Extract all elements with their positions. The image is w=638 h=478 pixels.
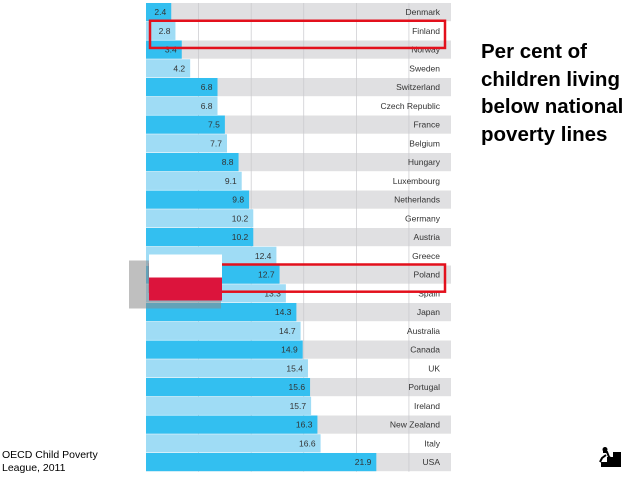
value-label-9: 9.1 (225, 176, 237, 186)
category-label-11: Germany (405, 213, 441, 223)
value-label-22: 16.3 (296, 420, 313, 430)
bar-10 (146, 190, 250, 209)
bar-20 (146, 378, 311, 397)
bar-4 (146, 78, 218, 97)
value-label-2: 3.4 (165, 45, 177, 55)
value-label-16: 14.3 (275, 307, 292, 317)
bar-8 (146, 153, 239, 172)
bar-7 (146, 134, 227, 153)
bar-0 (146, 3, 172, 22)
category-label-2: Norway (411, 45, 441, 55)
value-label-14: 12.7 (258, 270, 275, 280)
category-label-6: France (414, 120, 441, 130)
category-label-21: Ireland (414, 401, 440, 411)
category-label-20: Portugal (408, 382, 440, 392)
value-label-8: 8.8 (222, 157, 234, 167)
bar-3 (146, 59, 191, 78)
category-label-18: Canada (410, 345, 440, 355)
flag-white-stripe (149, 254, 222, 278)
category-label-19: UK (428, 363, 440, 373)
flag-red-stripe (149, 277, 222, 301)
category-label-1: Finland (412, 26, 440, 36)
value-label-5: 6.8 (201, 101, 213, 111)
value-label-1: 2.8 (159, 26, 171, 36)
bar-17 (146, 321, 301, 340)
value-label-6: 7.5 (208, 120, 220, 130)
value-label-19: 15.4 (286, 363, 303, 373)
category-label-0: Denmark (406, 7, 441, 17)
value-label-15: 13.3 (264, 288, 281, 298)
category-label-3: Sweden (409, 63, 440, 73)
track-3 (146, 59, 451, 78)
bar-2 (146, 40, 182, 59)
category-label-24: USA (423, 457, 441, 467)
category-label-12: Austria (414, 232, 441, 242)
track-5 (146, 96, 451, 115)
category-label-9: Luxembourg (393, 176, 441, 186)
value-label-17: 14.7 (279, 326, 296, 336)
value-label-7: 7.7 (210, 138, 222, 148)
category-label-4: Switzerland (396, 82, 440, 92)
bar-9 (146, 171, 242, 190)
value-label-10: 9.8 (232, 195, 244, 205)
value-label-18: 14.9 (281, 345, 298, 355)
slide-title: Per cent of children living below nation… (481, 40, 624, 146)
bar-22 (146, 415, 318, 434)
category-label-16: Japan (417, 307, 440, 317)
bar-19 (146, 359, 308, 378)
category-label-15: Spain (418, 288, 440, 298)
value-label-0: 2.4 (154, 7, 166, 17)
value-label-4: 6.8 (201, 82, 213, 92)
category-label-5: Czech Republic (380, 101, 440, 111)
bar-6 (146, 115, 225, 134)
value-label-11: 10.2 (232, 213, 249, 223)
category-label-22: New Zealand (390, 420, 440, 430)
value-label-21: 15.7 (290, 401, 307, 411)
track-4 (146, 78, 451, 97)
value-label-13: 12.4 (255, 251, 272, 261)
bar-5 (146, 96, 218, 115)
value-label-3: 4.2 (173, 63, 185, 73)
bar-21 (146, 396, 312, 415)
bar-18 (146, 340, 303, 359)
category-label-14: Poland (414, 270, 441, 280)
bar-1 (146, 21, 176, 40)
bar-12 (146, 228, 254, 247)
value-label-20: 15.6 (289, 382, 306, 392)
category-label-7: Belgium (409, 138, 440, 148)
value-label-12: 10.2 (232, 232, 249, 242)
highlight-frame-0 (148, 19, 447, 50)
bar-11 (146, 209, 254, 228)
category-label-8: Hungary (408, 157, 441, 167)
track-2 (146, 40, 451, 59)
value-label-23: 16.6 (299, 438, 316, 448)
category-label-10: Netherlands (394, 195, 440, 205)
bar-23 (146, 434, 321, 453)
bar-24 (146, 453, 377, 472)
category-label-13: Greece (412, 251, 440, 261)
category-label-17: Australia (407, 326, 440, 336)
track-1 (146, 21, 451, 40)
value-label-24: 21.9 (355, 457, 372, 467)
stairs-figure-icon (592, 446, 622, 468)
category-label-23: Italy (424, 438, 440, 448)
track-0 (146, 3, 451, 22)
source-caption: OECD Child Poverty League, 2011 (2, 449, 98, 474)
